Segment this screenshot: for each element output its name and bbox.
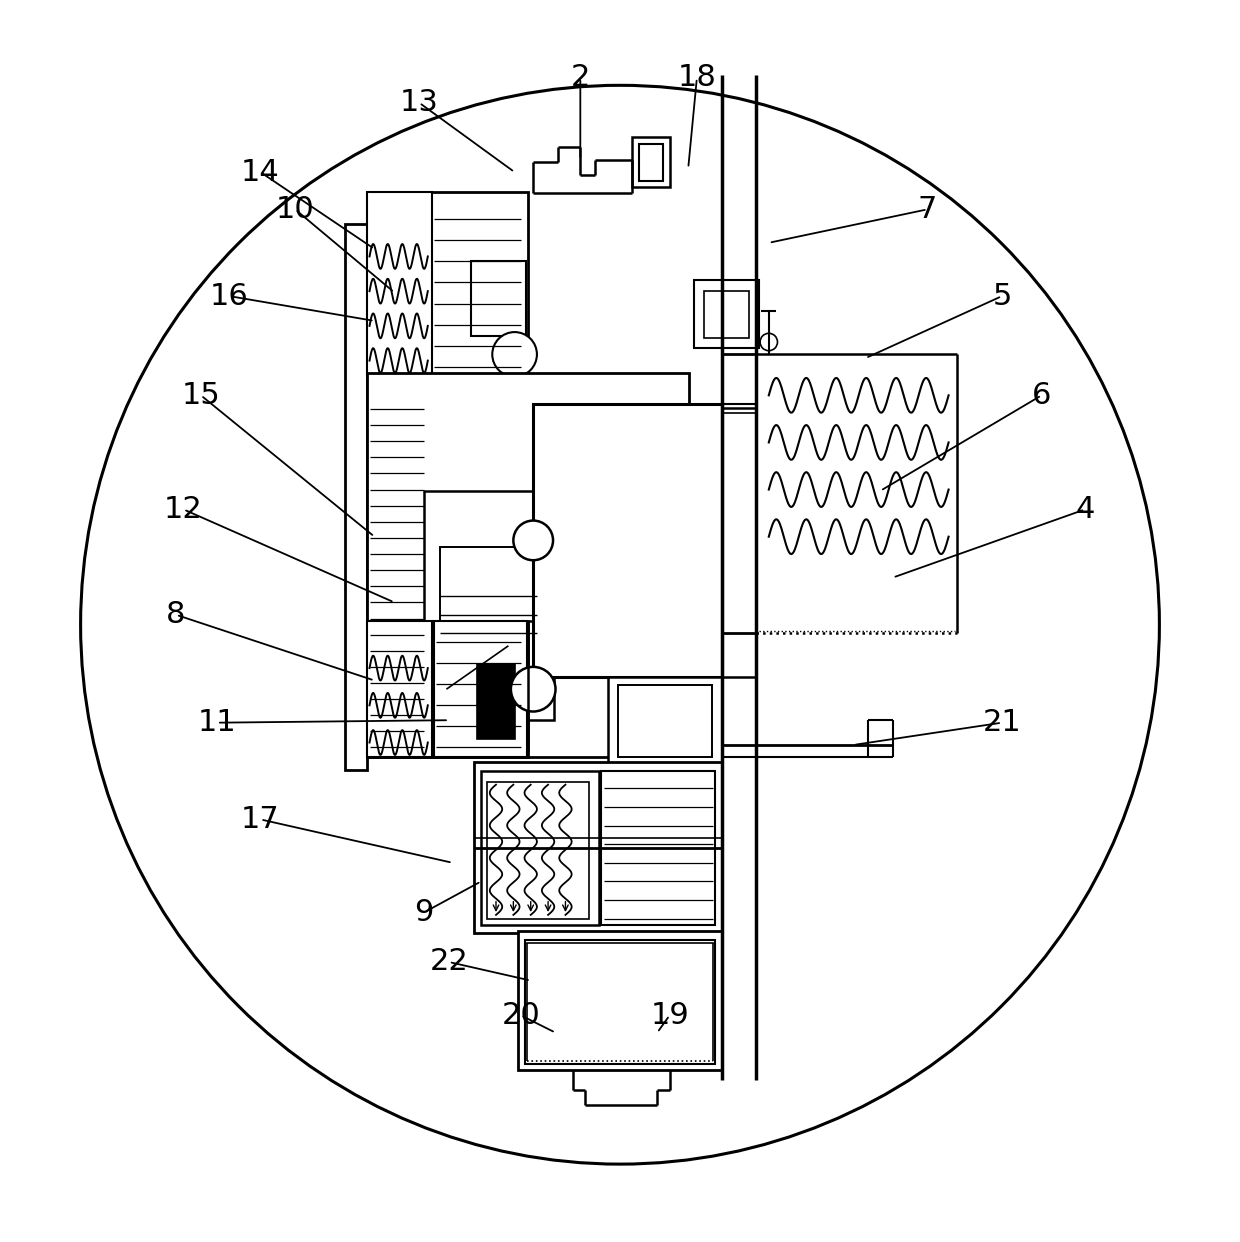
Bar	[474, 763, 722, 934]
Circle shape	[492, 332, 537, 376]
Bar	[367, 373, 689, 758]
Bar	[632, 138, 670, 188]
Bar	[367, 193, 432, 375]
Text: 9: 9	[414, 898, 434, 927]
Circle shape	[513, 520, 553, 560]
Bar	[440, 546, 537, 696]
Text: 21: 21	[982, 708, 1022, 738]
Bar	[518, 932, 722, 1069]
Text: 14: 14	[241, 158, 280, 186]
Bar	[477, 664, 515, 739]
Bar	[533, 404, 722, 677]
Bar	[608, 677, 722, 764]
Text: 13: 13	[399, 88, 439, 117]
Text: 11: 11	[197, 708, 237, 738]
Text: 22: 22	[429, 948, 469, 976]
Circle shape	[760, 333, 777, 350]
Text: 6: 6	[1032, 381, 1052, 410]
Bar	[487, 782, 589, 919]
Circle shape	[511, 667, 556, 712]
Bar	[694, 279, 759, 348]
Text: 8: 8	[166, 600, 186, 630]
Text: 4: 4	[1075, 494, 1095, 524]
Text: 7: 7	[918, 195, 937, 224]
Text: 12: 12	[164, 494, 203, 524]
Text: 2: 2	[570, 63, 590, 92]
Bar	[367, 621, 432, 758]
Text: 20: 20	[501, 1001, 541, 1030]
Text: 17: 17	[241, 805, 280, 833]
Bar	[367, 621, 528, 758]
Text: 18: 18	[677, 63, 717, 92]
Bar	[525, 940, 715, 1063]
Bar	[639, 144, 663, 181]
Bar	[424, 491, 554, 720]
Bar	[704, 291, 749, 338]
Bar	[367, 193, 528, 375]
Bar	[618, 686, 712, 758]
Bar	[481, 771, 599, 925]
Bar	[601, 771, 715, 925]
Bar	[345, 225, 367, 770]
Bar	[434, 621, 527, 758]
Bar	[471, 261, 526, 335]
Text: 10: 10	[275, 195, 315, 224]
Text: 19: 19	[650, 1001, 689, 1030]
Text: 5: 5	[992, 282, 1012, 310]
Text: 16: 16	[210, 282, 249, 310]
Text: 15: 15	[181, 381, 221, 410]
